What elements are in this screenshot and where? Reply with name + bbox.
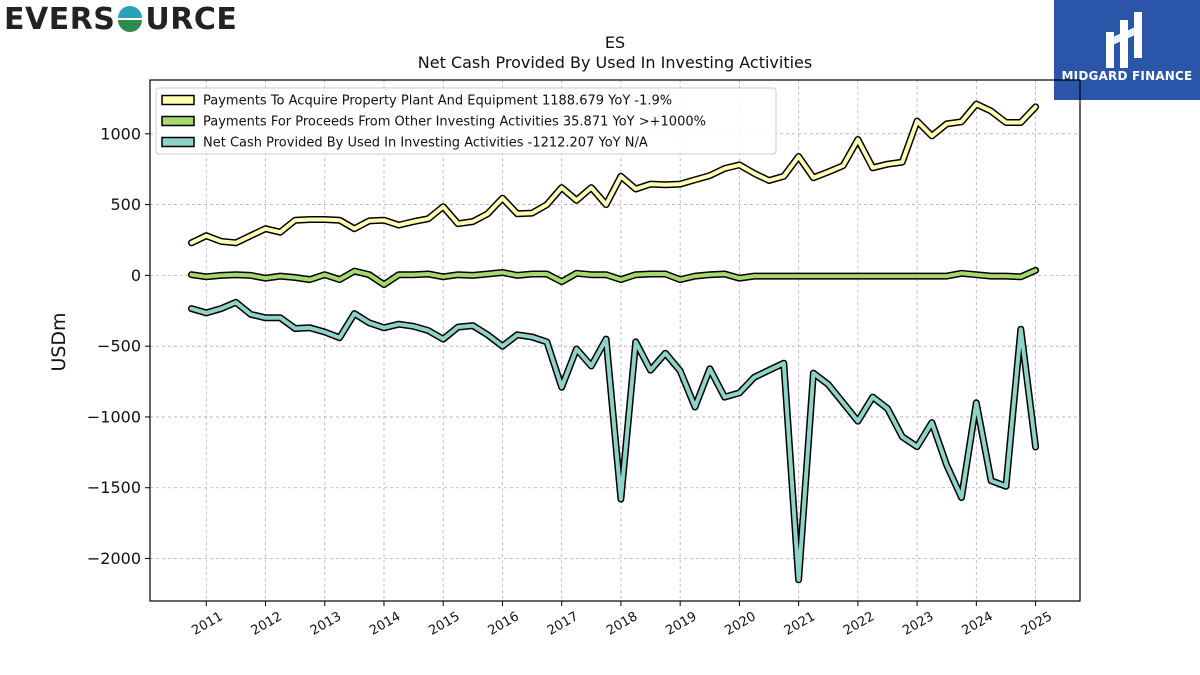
midgard-mark-icon [1106,12,1142,68]
x-tick-label: 2021 [782,609,818,639]
x-tick-label: 2011 [189,609,225,639]
y-axis-label: USDm [48,312,70,371]
x-tick-label: 2013 [308,609,344,639]
axes: 1000 500 0 −500 −1000 −1500 −2000 2011 2012 2013 2… [87,124,1055,638]
series [188,100,1040,584]
y-tick-label: 0 [131,266,141,285]
x-tick-label: 2019 [663,609,699,639]
x-tick-label: 2016 [486,609,522,639]
chart-subtitle: Net Cash Provided By Used In Investing A… [418,53,812,72]
legend-swatch [161,94,195,106]
legend-swatch [161,136,195,148]
x-tick-label: 2025 [1019,609,1055,639]
legend-box [155,87,777,155]
x-tick-label: 2012 [249,609,285,639]
logo-text-left: EVERS [4,1,116,37]
y-tick-label: 1000 [100,124,141,143]
chart-title: ES [605,33,625,52]
y-tick-label: −2000 [87,549,141,568]
series-line [189,300,1038,582]
x-tick-label: 2022 [841,609,877,639]
x-tick-label: 2024 [960,609,996,639]
x-tick-label: 2018 [604,609,640,639]
legend: Payments To Acquire Property Plant And E… [155,87,777,155]
legend-entry: Payments To Acquire Property Plant And E… [203,94,672,109]
eversource-logo: EVERS URCE [4,1,238,37]
plot-frame [149,79,1081,602]
eversource-o-icon [118,6,143,32]
logo-text-right: URCE [145,1,238,37]
midgard-finance-name: MIDGARD FINANCE [1061,69,1193,83]
y-tick-label: −1000 [87,407,141,426]
midgard-finance-logo: MIDGARD FINANCE [1054,0,1200,100]
y-tick-label: 500 [110,195,141,214]
legend-entry: Net Cash Provided By Used In Investing A… [203,136,648,151]
legend-entry: Payments For Proceeds From Other Investi… [203,115,706,130]
series-line [189,102,1038,245]
y-tick-label: −500 [97,337,141,356]
legend-swatch [161,115,195,127]
series-line [189,268,1038,287]
x-tick-label: 2020 [723,609,759,639]
x-tick-label: 2014 [367,609,403,639]
y-tick-label: −1500 [87,478,141,497]
grid [150,80,1080,601]
x-tick-label: 2017 [545,609,581,639]
x-tick-label: 2015 [426,609,462,639]
x-tick-label: 2023 [900,609,936,639]
